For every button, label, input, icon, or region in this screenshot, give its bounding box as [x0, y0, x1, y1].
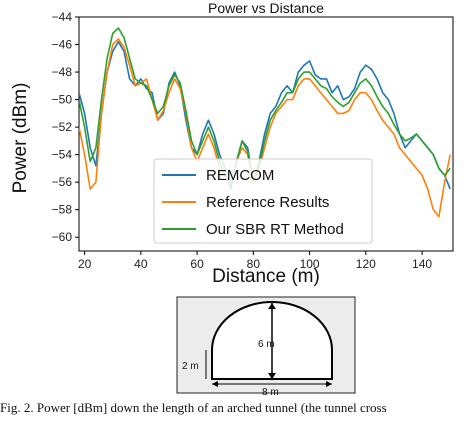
- x-tick-label: 80: [247, 257, 261, 271]
- wall-label: 2 m: [182, 361, 199, 372]
- y-tick-label: −54: [52, 148, 73, 162]
- series-line-2: [79, 27, 451, 186]
- legend-label-2: Our SBR RT Method: [206, 221, 344, 238]
- legend-label-0: REMCOM: [206, 167, 274, 184]
- x-tick-label: 140: [412, 257, 432, 271]
- y-ticks: −44 −46 −48 −50 −52 −54 −56 −58 −60: [52, 10, 79, 244]
- plot-frame: [78, 16, 454, 252]
- series-line-0: [79, 41, 451, 190]
- x-ticks: 20 40 60 80 100 120 140: [78, 251, 432, 271]
- x-tick-label: 120: [356, 257, 376, 271]
- legend-box: [153, 158, 373, 244]
- y-tick-label: −58: [52, 203, 73, 217]
- series-lines: [79, 27, 451, 218]
- y-tick-label: −56: [52, 175, 73, 189]
- legend: REMCOM Reference Results Our SBR RT Method: [153, 158, 373, 244]
- y-tick-label: −52: [52, 120, 73, 134]
- y-tick-label: −50: [52, 93, 73, 107]
- height-label: 6 m: [258, 339, 275, 350]
- y-tick-label: −46: [52, 38, 73, 52]
- x-tick-label: 20: [78, 257, 92, 271]
- y-tick-label: −44: [52, 10, 73, 24]
- height-arrow-bottom: [268, 373, 276, 379]
- x-tick-label: 60: [190, 257, 204, 271]
- x-axis-label: Distance (m): [212, 266, 320, 287]
- legend-label-1: Reference Results: [206, 194, 329, 211]
- chart-title: Power vs Distance: [208, 0, 324, 16]
- figure-caption: Fig. 2. Power [dBm] down the length of a…: [0, 400, 387, 415]
- width-label: 8 m: [262, 387, 279, 398]
- width-arrow-right: [326, 381, 332, 387]
- tunnel-diagram: 6 m 2 m 8 m: [176, 296, 356, 398]
- y-tick-label: −60: [52, 230, 73, 244]
- y-tick-label: −48: [52, 65, 73, 79]
- height-arrow-top: [268, 303, 276, 309]
- x-tick-label: 40: [134, 257, 148, 271]
- width-arrow-left: [212, 381, 218, 387]
- x-tick-label: 100: [300, 257, 320, 271]
- y-axis-label: Power (dBm): [10, 83, 31, 194]
